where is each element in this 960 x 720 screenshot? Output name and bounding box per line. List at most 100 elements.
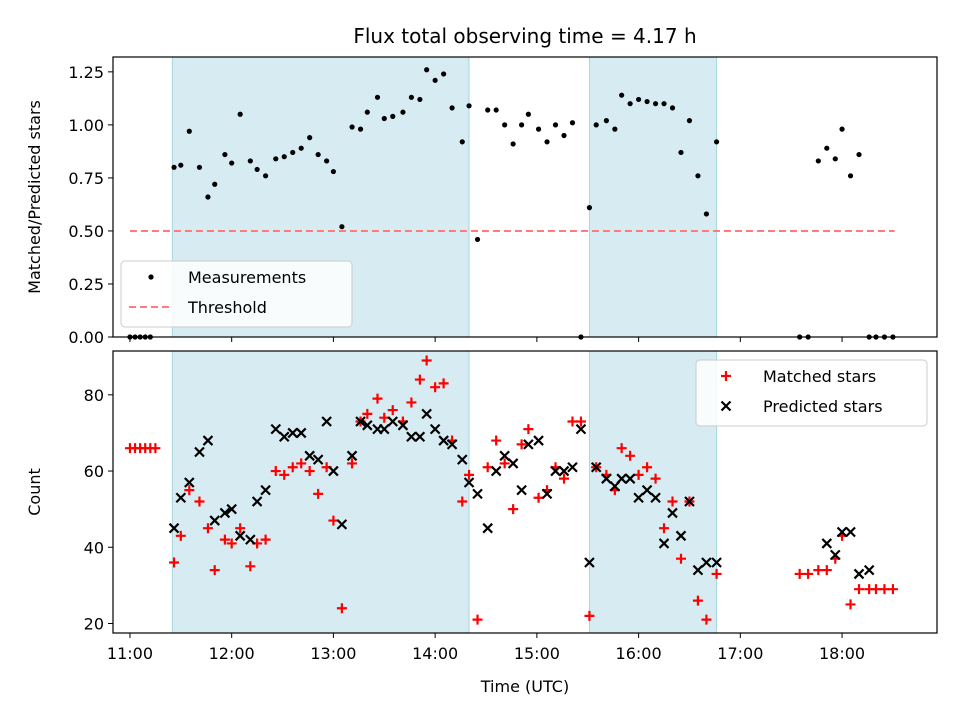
point-measurement xyxy=(561,132,567,139)
legend-box xyxy=(695,359,928,427)
point-predicted-stars xyxy=(584,557,595,568)
point-matched-star xyxy=(870,584,881,595)
point-matched-star xyxy=(372,393,383,404)
y-tick-label: 20 xyxy=(84,614,104,633)
point-measurement xyxy=(441,71,447,77)
point-measurement xyxy=(449,105,455,111)
axes-frame xyxy=(112,350,938,634)
point-predicted-stars xyxy=(558,465,570,477)
point-predicted-stars xyxy=(845,526,856,538)
point-predicted-stars xyxy=(472,488,483,500)
legend-label: Predicted stars xyxy=(763,397,883,416)
point-predicted-stars xyxy=(667,507,678,519)
point-matched-star xyxy=(692,595,703,606)
point-predicted-stars xyxy=(675,530,687,542)
point-measurement xyxy=(815,158,821,164)
point-predicted-stars xyxy=(295,427,307,439)
point-matched-star xyxy=(421,355,432,366)
point-measurement xyxy=(832,156,838,162)
point-measurement xyxy=(229,160,235,166)
point-predicted-stars xyxy=(168,522,180,534)
point-predicted-stars xyxy=(406,431,417,443)
point-matched-star xyxy=(508,504,519,515)
y-tick-label: 80 xyxy=(84,386,104,405)
point-matched-star xyxy=(296,458,307,469)
point-predicted-stars xyxy=(175,492,187,503)
point-measurement xyxy=(459,139,465,145)
point-matched-star xyxy=(150,443,161,454)
point-measurement xyxy=(635,96,642,103)
point-matched-star xyxy=(304,466,315,477)
point-measurement xyxy=(619,92,625,98)
point-predicted-stars xyxy=(836,526,848,538)
point-measurement xyxy=(703,211,710,217)
point-predicted-stars xyxy=(226,503,237,515)
point-measurement xyxy=(493,107,499,113)
point-matched-star xyxy=(209,565,220,576)
point-measurement xyxy=(569,120,576,126)
point-measurement xyxy=(381,115,387,122)
point-predicted-stars xyxy=(397,420,409,431)
legend: Measurements Threshold xyxy=(120,260,353,328)
point-predicted-stars xyxy=(853,568,865,580)
point-predicted-stars xyxy=(456,454,468,465)
point-predicted-stars xyxy=(711,557,722,568)
point-predicted-stars xyxy=(421,408,432,420)
legend-marker-predicted-stars xyxy=(720,400,732,412)
bottom-panel-counts: 20 40 60 80 11:00 12:00 13:00 14:00 15:00 16:00 17… xyxy=(25,350,938,696)
point-measurement xyxy=(847,173,854,179)
legend-label: Threshold xyxy=(187,298,267,317)
point-matched-star xyxy=(194,496,205,507)
point-predicted-stars xyxy=(270,423,282,435)
point-measurement xyxy=(612,126,618,132)
point-measurement xyxy=(307,135,313,141)
point-matched-star xyxy=(184,485,195,496)
point-predicted-stars xyxy=(194,446,205,458)
point-measurement xyxy=(544,139,550,145)
point-matched-star xyxy=(516,439,527,450)
point-predicted-stars xyxy=(219,507,231,519)
point-predicted-stars xyxy=(336,519,348,530)
point-predicted-stars xyxy=(541,488,553,500)
point-measurement xyxy=(298,145,304,151)
point-matched-star xyxy=(701,614,712,625)
point-measurement xyxy=(474,236,481,243)
point-measurement xyxy=(678,149,684,156)
point-measurement xyxy=(856,151,862,158)
point-matched-star xyxy=(821,565,832,576)
point-matched-star xyxy=(430,382,441,393)
y-tick-label: 40 xyxy=(84,538,104,557)
point-predicted-stars xyxy=(355,416,366,427)
point-predicted-stars xyxy=(601,473,612,484)
point-measurement xyxy=(713,139,720,145)
x-tick-label: 15:00 xyxy=(514,644,560,663)
point-measurement xyxy=(644,98,650,105)
point-measurement xyxy=(324,158,330,164)
shaded-interval-2 xyxy=(588,350,718,634)
point-matched-star xyxy=(584,610,595,621)
point-measurement xyxy=(247,158,253,164)
point-predicted-stars xyxy=(829,549,841,561)
legend-label: Matched stars xyxy=(763,367,876,386)
point-measurement xyxy=(171,164,177,170)
point-predicted-stars xyxy=(278,431,290,443)
point-measurement xyxy=(824,145,830,151)
point-matched-star xyxy=(406,397,417,408)
point-matched-star xyxy=(287,462,298,473)
y-axis-label: Count xyxy=(25,468,44,516)
point-predicted-stars xyxy=(641,484,653,496)
point-measurement xyxy=(374,94,381,100)
point-predicted-stars xyxy=(202,435,214,446)
point-matched-star xyxy=(347,458,358,469)
point-matched-star xyxy=(219,534,230,545)
point-measurement xyxy=(222,151,228,158)
point-predicted-stars xyxy=(650,492,661,503)
y-tick-label: 0.75 xyxy=(68,169,104,188)
point-measurement xyxy=(627,101,633,107)
point-measurement xyxy=(254,166,260,173)
point-measurement xyxy=(186,128,192,134)
y-tick-label: 1.00 xyxy=(68,116,104,135)
point-measurement xyxy=(262,173,269,179)
point-predicted-stars xyxy=(321,416,332,427)
point-matched-star xyxy=(845,599,856,610)
